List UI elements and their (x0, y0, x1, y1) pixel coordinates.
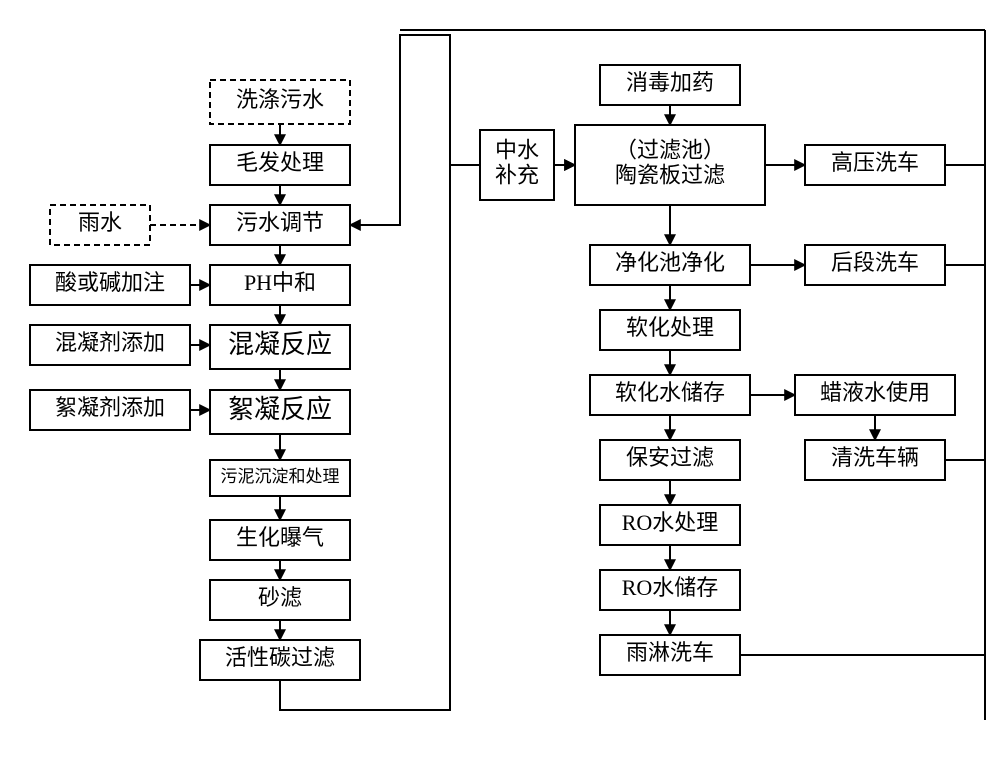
node-label: 保安过滤 (626, 445, 714, 470)
node-n_floc: 絮凝反应 (210, 390, 350, 434)
node-label: 活性碳过滤 (225, 645, 335, 670)
node-n_security: 保安过滤 (600, 440, 740, 480)
node-label: 雨淋洗车 (626, 640, 714, 665)
node-n_disinf: 消毒加药 (600, 65, 740, 105)
node-label: 污泥沉淀和处理 (221, 467, 340, 486)
node-n_purify: 净化池净化 (590, 245, 750, 285)
node-label: 混凝剂添加 (55, 330, 165, 355)
node-n_wash: 洗涤污水 (210, 80, 350, 124)
node-label: 酸或碱加注 (55, 270, 165, 295)
node-label: 消毒加药 (626, 70, 714, 95)
node-label: 净化池净化 (615, 250, 725, 275)
node-label: 中水 (495, 137, 539, 162)
node-n_coag: 混凝反应 (210, 325, 350, 369)
node-label: 生化曝气 (236, 525, 324, 550)
node-n_rearwash: 后段洗车 (805, 245, 945, 285)
node-n_hpwash: 高压洗车 (805, 145, 945, 185)
node-label: 后段洗车 (831, 250, 919, 275)
node-n_rostore: RO水储存 (600, 570, 740, 610)
routing-path (280, 165, 575, 710)
node-label: 洗涤污水 (236, 87, 324, 112)
node-n_cleancar: 清洗车辆 (805, 440, 945, 480)
node-n_adjust: 污水调节 (210, 205, 350, 245)
node-n_ph: PH中和 (210, 265, 350, 305)
node-n_hair: 毛发处理 (210, 145, 350, 185)
node-n_sand: 砂滤 (210, 580, 350, 620)
node-n_carbon: 活性碳过滤 (200, 640, 360, 680)
node-n_coagAdd: 混凝剂添加 (30, 325, 190, 365)
node-label: 软化水储存 (615, 380, 725, 405)
node-label: 高压洗车 (831, 150, 919, 175)
node-n_soften: 软化处理 (600, 310, 740, 350)
node-label: 絮凝剂添加 (55, 395, 165, 420)
routing-path (350, 35, 450, 225)
node-label: 污水调节 (236, 210, 324, 235)
node-label: 絮凝反应 (228, 395, 332, 424)
node-label: 软化处理 (626, 315, 714, 340)
node-label: 砂滤 (258, 585, 302, 610)
node-label: 混凝反应 (228, 330, 332, 359)
node-n_rain: 雨水 (50, 205, 150, 245)
node-label: 蜡液水使用 (820, 380, 930, 405)
node-n_waxwater: 蜡液水使用 (795, 375, 955, 415)
node-label: （过滤池） (615, 137, 725, 162)
node-label: RO水储存 (622, 575, 719, 600)
node-n_rainwash: 雨淋洗车 (600, 635, 740, 675)
node-label: PH中和 (244, 270, 316, 295)
node-n_ceramic: （过滤池）陶瓷板过滤 (575, 125, 765, 205)
node-n_softstore: 软化水储存 (590, 375, 750, 415)
node-label: 补充 (495, 163, 539, 188)
flowchart-canvas: 洗涤污水毛发处理雨水 污水调节酸或碱加注 PH中和混凝剂添加 混凝反应絮凝剂添加 絮凝反… (0, 0, 1000, 771)
node-label: 毛发处理 (236, 150, 324, 175)
node-n_acid: 酸或碱加注 (30, 265, 190, 305)
node-n_midwater: 中水补充 (480, 130, 554, 200)
node-n_ro: RO水处理 (600, 505, 740, 545)
node-label: 清洗车辆 (831, 445, 919, 470)
node-n_sludge: 污泥沉淀和处理 (210, 460, 350, 496)
node-label: 陶瓷板过滤 (615, 163, 725, 188)
node-label: 雨水 (78, 210, 122, 235)
node-label: RO水处理 (622, 510, 719, 535)
node-n_flocAdd: 絮凝剂添加 (30, 390, 190, 430)
node-n_bio: 生化曝气 (210, 520, 350, 560)
